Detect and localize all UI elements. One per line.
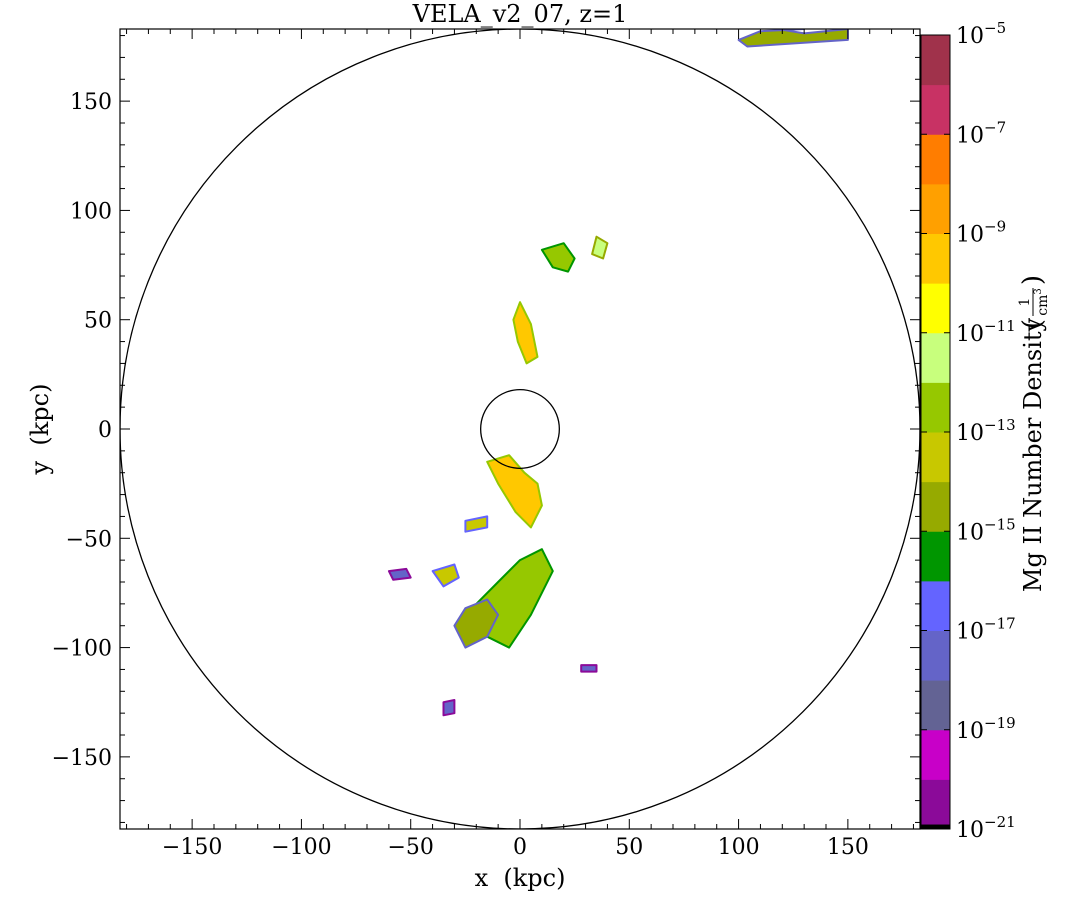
colorbar-tick-label: 10−15 bbox=[956, 515, 1016, 545]
density-blob-10 bbox=[442, 699, 456, 717]
colorbar-label-text: Mg II Number Density bbox=[1019, 317, 1047, 592]
density-blob-5 bbox=[475, 548, 554, 649]
colorbar-tick-label: 10−7 bbox=[956, 118, 1006, 148]
y-tick-label: 150 bbox=[70, 90, 112, 115]
x-tick-label: −150 bbox=[162, 835, 222, 860]
colorbar-tick-labels: 10−5 10−7 10−9 10−11 10−13 10−15 10−17 10−19 10−… bbox=[921, 19, 1016, 843]
colorbar-label: Mg II Number Density 1 cm3 () bbox=[1017, 275, 1051, 592]
x-tick-label: −50 bbox=[387, 835, 433, 860]
axis-tick-labels: −150 −100 −50 0 50 100 150 −150 −100 −50 0 50 100 150 bbox=[52, 90, 869, 860]
density-blob-3 bbox=[591, 235, 609, 260]
colorbar-band-3 bbox=[921, 680, 950, 731]
density-blob-7 bbox=[431, 563, 460, 588]
colorbar-band-2 bbox=[921, 729, 950, 780]
colorbar-tick-label: 10−19 bbox=[956, 714, 1016, 744]
density-blob-8 bbox=[387, 567, 412, 581]
y-axis-label: y (kpc) bbox=[26, 384, 54, 476]
colorbar-band-4 bbox=[921, 630, 950, 681]
x-tick-label: 100 bbox=[718, 835, 760, 860]
colorbar-band-0 bbox=[921, 824, 950, 830]
y-tick-label: 50 bbox=[84, 309, 112, 334]
colorbar-band-10 bbox=[921, 332, 950, 383]
colorbar-band-16 bbox=[921, 35, 950, 86]
colorbar-tick-label: 10−17 bbox=[956, 615, 1016, 645]
y-tick-label: 0 bbox=[98, 418, 112, 443]
colorbar-band-7 bbox=[921, 481, 950, 532]
colorbar bbox=[920, 34, 951, 830]
colorbar-tick-label: 10−13 bbox=[956, 416, 1016, 446]
outer-circle bbox=[120, 29, 920, 829]
density-blob-4 bbox=[486, 454, 543, 529]
x-tick-label: 0 bbox=[513, 835, 527, 860]
density-blob-9 bbox=[464, 515, 489, 533]
colorbar-tick-label: 10−21 bbox=[956, 813, 1016, 843]
colorbar-band-6 bbox=[921, 531, 950, 582]
density-blobs bbox=[387, 29, 849, 717]
colorbar-band-11 bbox=[921, 283, 950, 334]
colorbar-tick-label: 10−9 bbox=[956, 218, 1006, 248]
colorbar-band-5 bbox=[921, 580, 950, 631]
colorbar-unit-right-paren: ) bbox=[1018, 275, 1048, 285]
colorbar-unit-left-paren: ( bbox=[1018, 319, 1048, 329]
colorbar-unit-denominator-base: cm bbox=[1035, 295, 1051, 316]
x-tick-label: 50 bbox=[615, 835, 643, 860]
y-tick-label: −50 bbox=[66, 527, 112, 552]
y-tick-label: −150 bbox=[52, 746, 112, 771]
colorbar-tick-label: 10−11 bbox=[956, 317, 1016, 347]
colorbar-band-1 bbox=[921, 779, 950, 825]
density-blob-2 bbox=[540, 242, 576, 273]
axis-ticks bbox=[120, 29, 920, 829]
chart-title: VELA_v2_07, z=1 bbox=[412, 0, 628, 28]
colorbar-tick-label: 10−5 bbox=[956, 19, 1006, 49]
colorbar-band-15 bbox=[921, 84, 950, 135]
density-blob-11 bbox=[580, 664, 598, 673]
colorbar-band-13 bbox=[921, 183, 950, 234]
x-tick-label: −100 bbox=[271, 835, 331, 860]
colorbar-unit-numerator: 1 bbox=[1017, 298, 1033, 307]
colorbar-band-8 bbox=[921, 432, 950, 483]
plot-frame bbox=[119, 28, 921, 830]
radius-circles bbox=[120, 29, 920, 829]
colorbar-band-12 bbox=[921, 233, 950, 284]
colorbar-band-14 bbox=[921, 134, 950, 185]
y-tick-label: 100 bbox=[70, 199, 112, 224]
inner-circle bbox=[480, 389, 560, 469]
colorbar-unit-denominator: cm3 bbox=[1033, 288, 1051, 316]
y-tick-label: −100 bbox=[52, 637, 112, 662]
x-tick-label: 150 bbox=[827, 835, 869, 860]
density-blob-6 bbox=[453, 598, 500, 649]
density-blob-1 bbox=[512, 301, 539, 365]
density-blob-0 bbox=[737, 29, 849, 48]
x-axis-label: x (kpc) bbox=[475, 864, 566, 892]
colorbar-unit-denominator-exponent: 3 bbox=[1033, 288, 1044, 294]
colorbar-unit: 1 cm3 () bbox=[1017, 275, 1051, 329]
colorbar-band-9 bbox=[921, 382, 950, 433]
